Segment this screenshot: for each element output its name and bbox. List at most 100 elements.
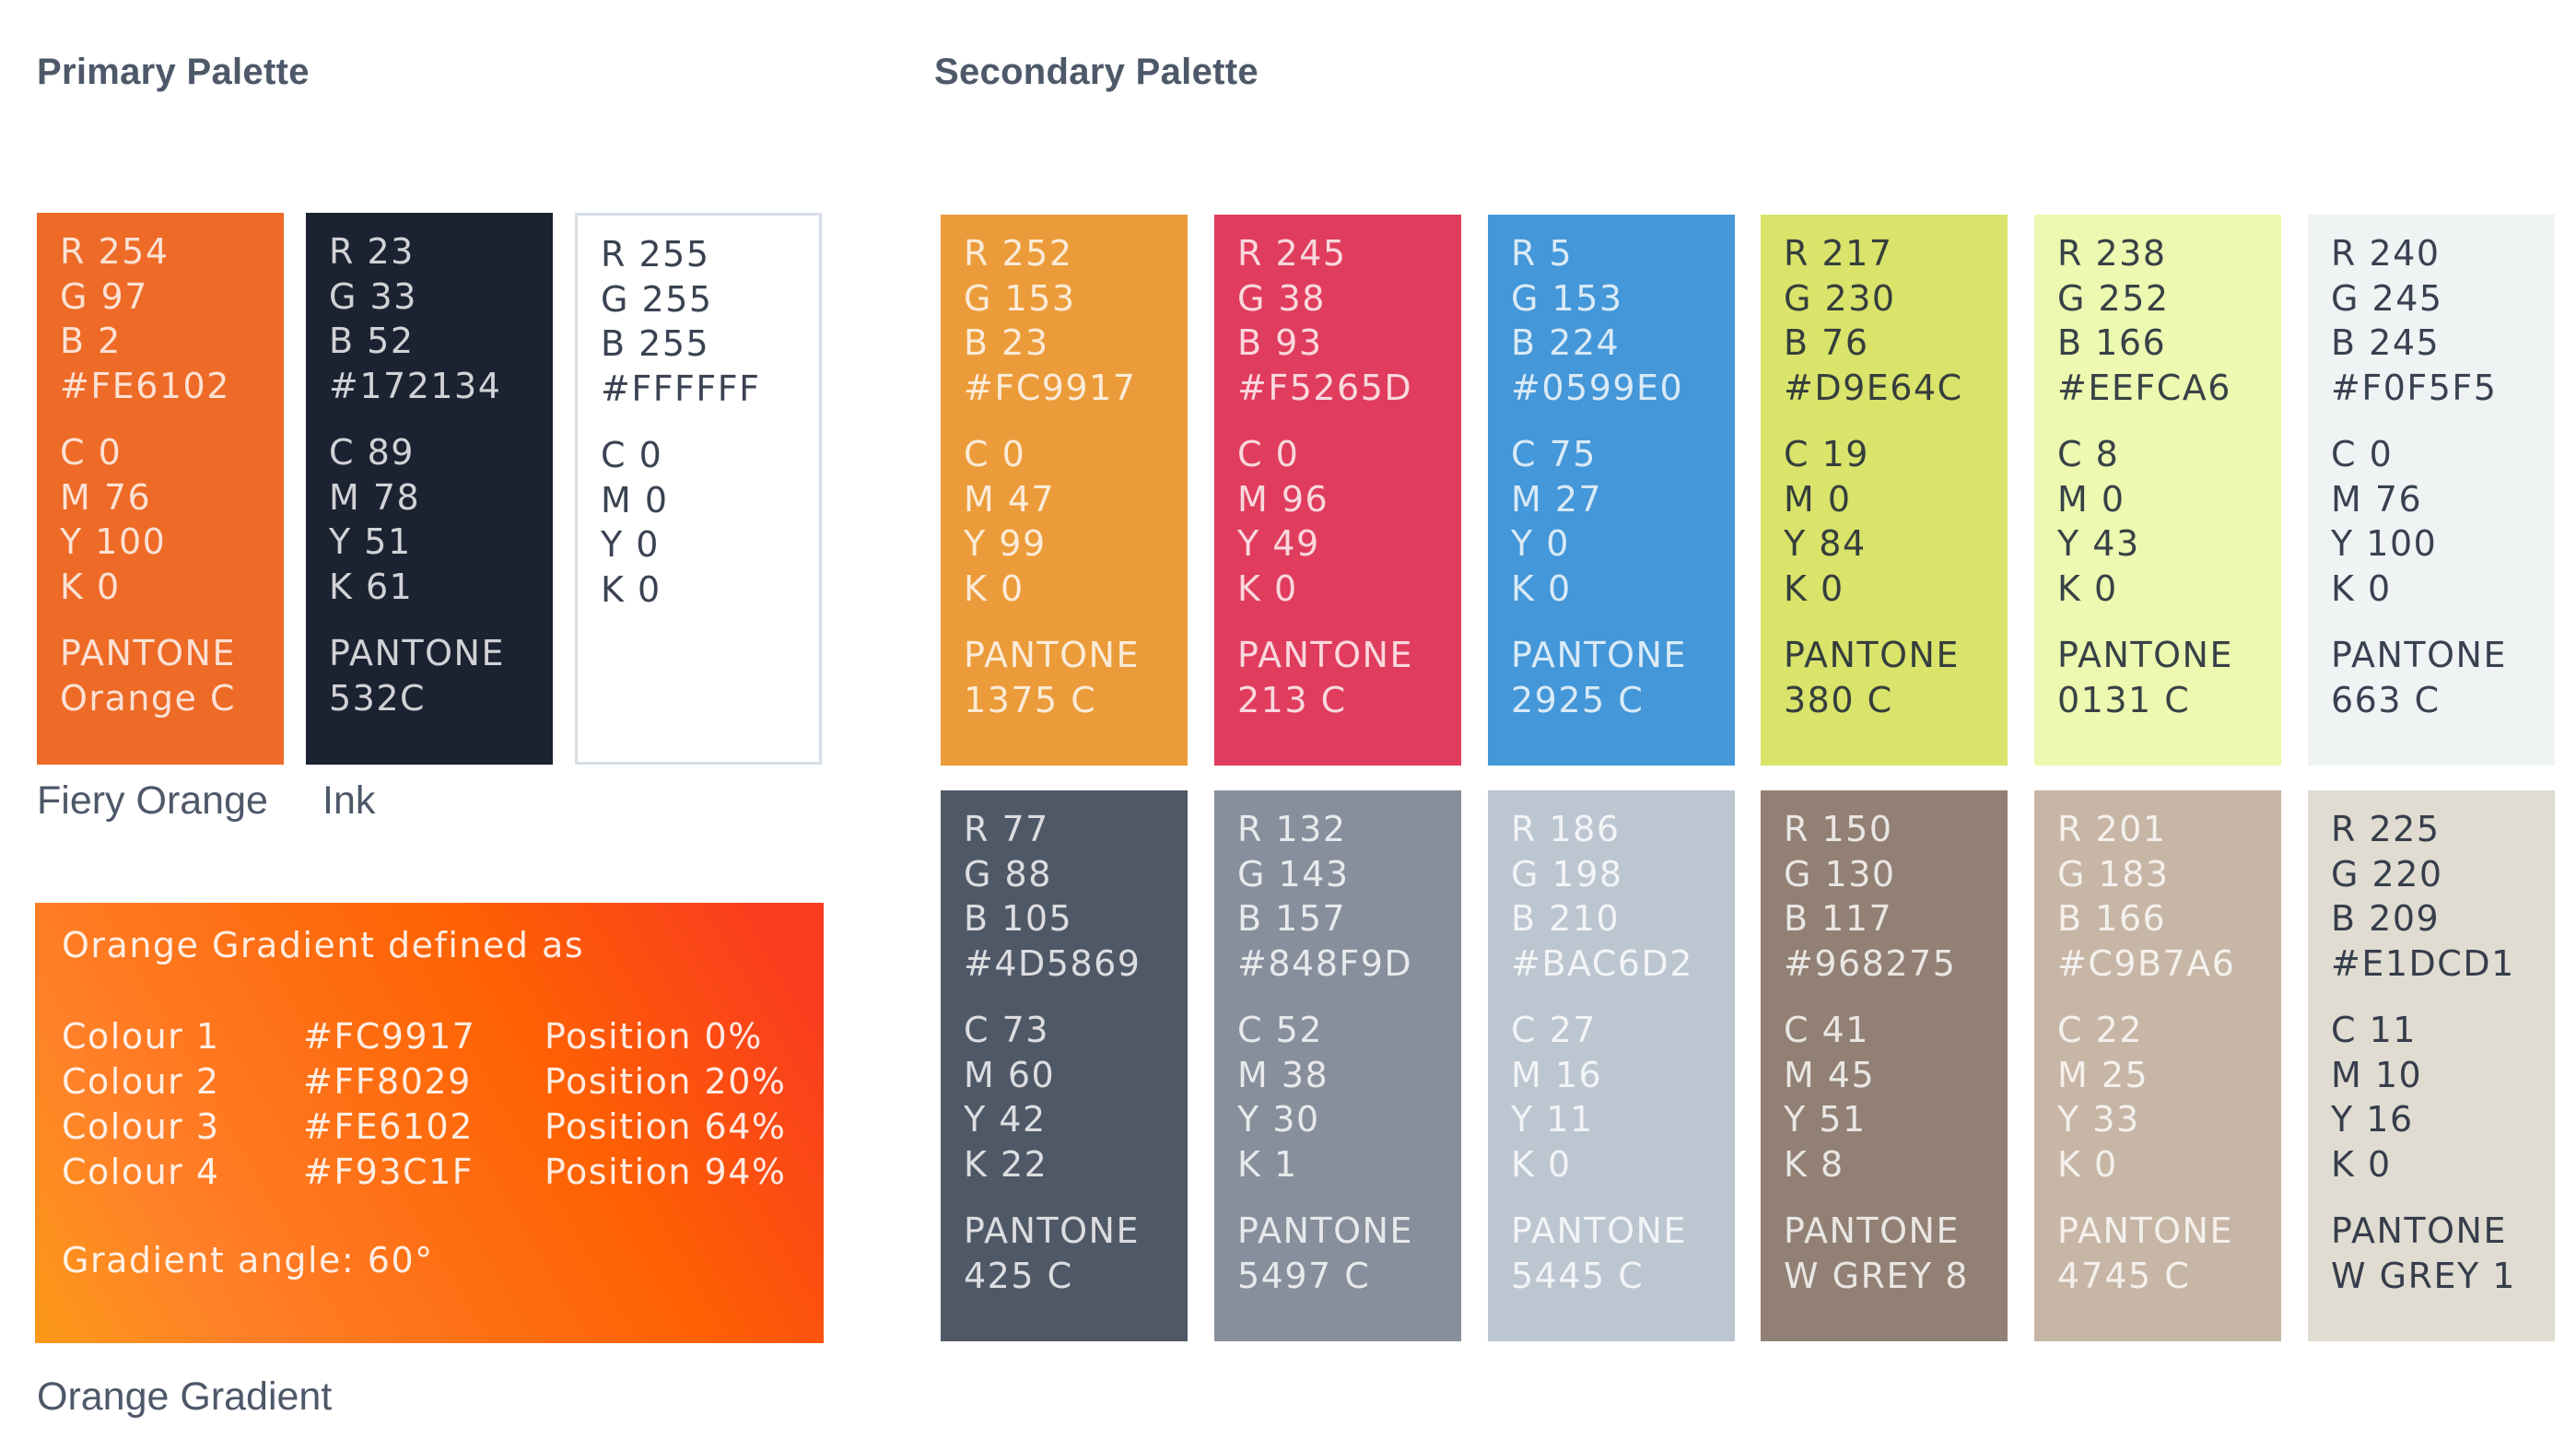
- cmyk-m: M 0: [1784, 478, 1852, 520]
- cmyk-y: Y 99: [964, 523, 1047, 564]
- pantone-label: PANTONE: [2057, 635, 2233, 675]
- cmyk-c: C 27: [1511, 1010, 1597, 1050]
- pantone-code: 5445 C: [1511, 1255, 1645, 1296]
- cmyk-y: Y 51: [329, 521, 412, 562]
- stop-hex: #FE6102: [303, 1105, 474, 1147]
- hex-value: #C9B7A6: [2057, 942, 2236, 984]
- cmyk-y: Y 30: [1237, 1099, 1320, 1140]
- rgb-r: R 240: [2331, 233, 2441, 274]
- pantone-code: 532C: [329, 677, 427, 719]
- cmyk-k: K 1: [1237, 1143, 1298, 1185]
- secondary-swatch: R 150 G 130 B 117 #968275 C 41 M 45 Y 51 K 8 PAN…: [1761, 790, 2008, 1341]
- stop-position: Position 94%: [544, 1151, 787, 1192]
- rgb-r: R 150: [1784, 809, 1893, 849]
- cmyk-c: C 19: [1784, 434, 1869, 474]
- gradient-stop-row: Colour 4 #F93C1F Position 94%: [62, 1149, 787, 1194]
- hex-value: #4D5869: [964, 942, 1142, 984]
- hex-value: #F0F5F5: [2331, 367, 2498, 408]
- pantone-code: 425 C: [964, 1255, 1073, 1296]
- cmyk-y: Y 16: [2331, 1099, 2414, 1140]
- pantone-code: 213 C: [1237, 679, 1347, 720]
- rgb-b: B 166: [2057, 322, 2167, 363]
- pantone-label: PANTONE: [2331, 1210, 2507, 1251]
- rgb-b: B 166: [2057, 898, 2167, 939]
- pantone-code: 663 C: [2331, 679, 2441, 720]
- caption-orange-gradient: Orange Gradient: [37, 1374, 333, 1419]
- hex-value: #FFFFFF: [601, 368, 761, 409]
- rgb-g: G 183: [2057, 853, 2170, 895]
- rgb-r: R 217: [1784, 233, 1893, 274]
- stop-hex: #FF8029: [303, 1060, 472, 1102]
- pantone-label: PANTONE: [2057, 1210, 2233, 1251]
- hex-value: #EEFCA6: [2057, 367, 2231, 408]
- rgb-g: G 252: [2057, 277, 2170, 319]
- rgb-g: G 153: [964, 277, 1076, 319]
- rgb-g: G 130: [1784, 853, 1896, 895]
- cmyk-c: C 0: [964, 434, 1026, 474]
- hex-value: #FE6102: [60, 365, 230, 406]
- rgb-g: G 97: [60, 275, 148, 317]
- pantone-label: PANTONE: [1784, 1210, 1960, 1251]
- hex-value: #172134: [329, 365, 502, 406]
- cmyk-y: Y 0: [601, 524, 660, 565]
- secondary-swatch: R 225 G 220 B 209 #E1DCD1 C 11 M 10 Y 16 K 0 PAN…: [2308, 790, 2555, 1341]
- rgb-r: R 245: [1237, 233, 1347, 274]
- rgb-r: R 5: [1511, 233, 1574, 274]
- cmyk-y: Y 33: [2057, 1099, 2140, 1140]
- cmyk-k: K 0: [60, 566, 121, 607]
- cmyk-c: C 8: [2057, 434, 2120, 474]
- cmyk-c: C 11: [2331, 1010, 2417, 1050]
- rgb-g: G 220: [2331, 853, 2443, 895]
- pantone-code: W GREY 8: [1784, 1255, 1969, 1296]
- caption-ink: Ink: [322, 778, 376, 823]
- cmyk-m: M 10: [2331, 1054, 2423, 1095]
- cmyk-y: Y 42: [964, 1099, 1047, 1140]
- cmyk-m: M 25: [2057, 1054, 2149, 1095]
- swatch-ink: R 23 G 33 B 52 #172134 C 89 M 78 Y 51 K …: [306, 213, 553, 765]
- pantone-code: 2925 C: [1511, 679, 1645, 720]
- pantone-label: PANTONE: [1511, 635, 1687, 675]
- rgb-b: B 224: [1511, 322, 1621, 363]
- cmyk-y: Y 49: [1237, 523, 1320, 564]
- cmyk-k: K 22: [964, 1143, 1048, 1185]
- stop-position: Position 64%: [544, 1105, 787, 1147]
- rgb-g: G 245: [2331, 277, 2443, 319]
- rgb-g: G 255: [601, 278, 713, 320]
- hex-value: #FC9917: [964, 367, 1137, 408]
- stop-label: Colour 1: [62, 1015, 220, 1057]
- cmyk-c: C 52: [1237, 1010, 1323, 1050]
- rgb-r: R 23: [329, 231, 415, 272]
- cmyk-y: Y 84: [1784, 523, 1867, 564]
- rgb-b: B 93: [1237, 322, 1323, 363]
- cmyk-c: C 0: [60, 432, 123, 473]
- secondary-palette-heading: Secondary Palette: [934, 52, 1259, 92]
- pantone-label: PANTONE: [1237, 1210, 1413, 1251]
- cmyk-y: Y 100: [2331, 523, 2438, 564]
- hex-value: #BAC6D2: [1511, 942, 1693, 984]
- cmyk-k: K 0: [2331, 1143, 2392, 1185]
- rgb-b: B 209: [2331, 898, 2441, 939]
- pantone-label: PANTONE: [2331, 635, 2507, 675]
- primary-palette-heading: Primary Palette: [37, 52, 310, 92]
- gradient-stops-table: Colour 1 #FC9917 Position 0% Colour 2 #F…: [62, 1013, 787, 1194]
- rgb-g: G 33: [329, 275, 417, 317]
- pantone-code: Orange C: [60, 677, 237, 719]
- rgb-b: B 157: [1237, 898, 1347, 939]
- rgb-r: R 132: [1237, 809, 1347, 849]
- hex-value: #E1DCD1: [2331, 942, 2515, 984]
- gradient-stop-row: Colour 1 #FC9917 Position 0%: [62, 1013, 787, 1058]
- caption-fiery-orange: Fiery Orange: [37, 778, 268, 823]
- rgb-r: R 186: [1511, 809, 1621, 849]
- rgb-g: G 198: [1511, 853, 1623, 895]
- pantone-label: PANTONE: [964, 635, 1140, 675]
- gradient-stop-row: Colour 2 #FF8029 Position 20%: [62, 1058, 787, 1104]
- cmyk-c: C 0: [2331, 434, 2394, 474]
- swatch-fiery-orange: R 254 G 97 B 2 #FE6102 C 0 M 76 Y 100 K …: [37, 213, 284, 765]
- rgb-g: G 143: [1237, 853, 1350, 895]
- rgb-b: B 255: [601, 323, 710, 364]
- cmyk-k: K 8: [1784, 1143, 1844, 1185]
